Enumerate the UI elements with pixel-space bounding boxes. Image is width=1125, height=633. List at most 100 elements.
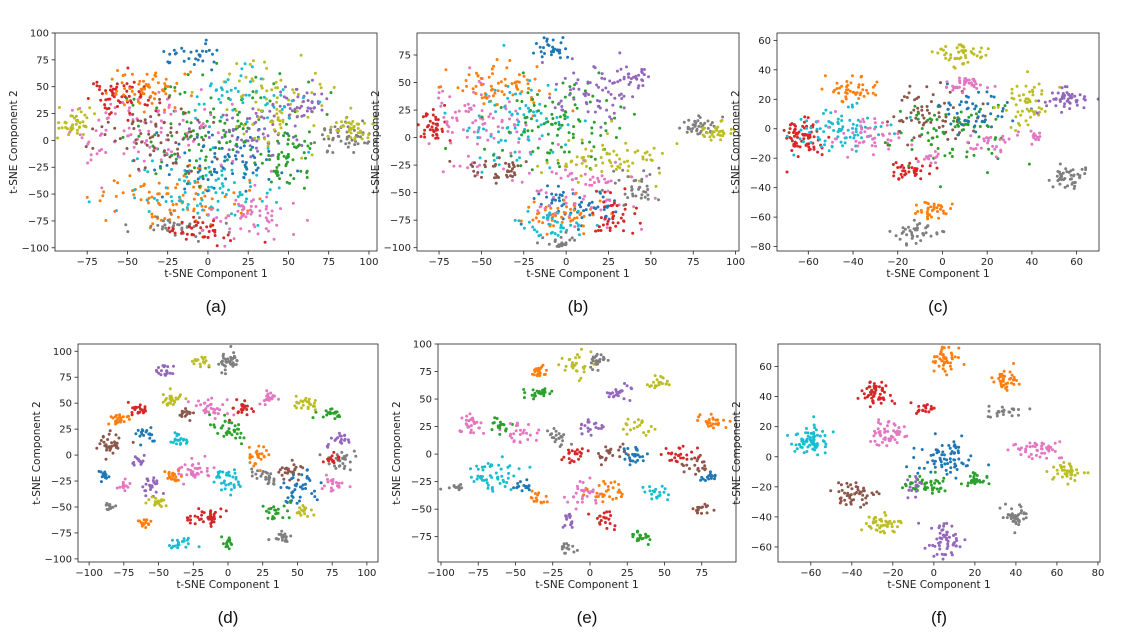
point bbox=[681, 456, 685, 460]
point bbox=[222, 434, 226, 438]
point bbox=[198, 168, 202, 172]
point bbox=[816, 119, 820, 123]
point bbox=[154, 368, 158, 372]
point bbox=[122, 152, 126, 156]
point bbox=[80, 136, 84, 140]
point bbox=[196, 193, 200, 196]
point bbox=[204, 42, 208, 46]
point bbox=[209, 205, 213, 209]
point bbox=[580, 138, 584, 142]
point bbox=[320, 92, 324, 96]
point bbox=[89, 158, 93, 162]
point bbox=[966, 60, 970, 64]
point bbox=[1040, 89, 1044, 93]
point bbox=[272, 479, 276, 483]
point bbox=[531, 225, 535, 229]
point bbox=[802, 140, 805, 144]
point bbox=[536, 146, 540, 150]
point bbox=[201, 191, 205, 195]
point bbox=[929, 205, 933, 209]
point bbox=[541, 221, 545, 225]
point bbox=[508, 422, 512, 425]
point bbox=[218, 141, 221, 145]
point bbox=[558, 51, 562, 55]
point bbox=[622, 94, 626, 98]
point bbox=[233, 428, 237, 432]
x-axis-label: t-SNE Component 1 bbox=[526, 268, 629, 280]
point bbox=[576, 500, 580, 504]
point bbox=[233, 202, 237, 206]
point bbox=[304, 156, 307, 160]
cluster-10 bbox=[992, 70, 1062, 132]
point bbox=[703, 502, 707, 506]
point bbox=[297, 401, 301, 405]
point bbox=[329, 131, 333, 134]
point bbox=[601, 143, 605, 147]
point bbox=[580, 447, 584, 451]
point bbox=[483, 465, 487, 469]
point bbox=[228, 140, 232, 143]
point bbox=[992, 106, 996, 109]
point bbox=[207, 130, 211, 134]
point bbox=[218, 408, 222, 412]
point bbox=[899, 131, 903, 135]
point bbox=[232, 191, 236, 195]
point bbox=[197, 143, 201, 146]
point bbox=[187, 148, 191, 152]
cluster-5 bbox=[645, 374, 671, 390]
point bbox=[790, 149, 794, 152]
point bbox=[132, 127, 136, 130]
point bbox=[183, 111, 187, 115]
x-tick-label: −40 bbox=[842, 257, 863, 268]
point bbox=[564, 211, 568, 215]
point bbox=[515, 158, 519, 162]
point bbox=[447, 125, 451, 129]
point bbox=[577, 355, 581, 359]
point bbox=[149, 120, 153, 124]
point bbox=[154, 496, 158, 500]
y-tick-label: −50 bbox=[28, 190, 49, 201]
point bbox=[848, 89, 852, 93]
point bbox=[81, 120, 85, 124]
cluster-19 bbox=[144, 495, 168, 509]
point bbox=[251, 123, 255, 126]
point bbox=[663, 487, 667, 491]
point bbox=[166, 138, 170, 142]
point bbox=[718, 129, 722, 133]
point bbox=[549, 148, 553, 152]
point bbox=[507, 471, 511, 475]
point bbox=[474, 119, 478, 123]
point bbox=[1058, 98, 1062, 102]
point bbox=[796, 144, 799, 148]
point bbox=[268, 99, 272, 103]
point bbox=[603, 177, 607, 181]
point bbox=[944, 115, 948, 119]
point bbox=[957, 50, 961, 54]
point bbox=[132, 145, 136, 149]
point bbox=[929, 143, 933, 147]
point bbox=[148, 136, 152, 140]
x-tick-label: 0 bbox=[205, 257, 211, 268]
point bbox=[224, 372, 227, 376]
point bbox=[293, 483, 297, 487]
point bbox=[873, 127, 877, 131]
point bbox=[522, 388, 526, 391]
point bbox=[255, 173, 259, 177]
point bbox=[646, 188, 650, 191]
point bbox=[189, 94, 193, 98]
point bbox=[216, 131, 220, 135]
point bbox=[108, 112, 112, 116]
point bbox=[609, 92, 613, 96]
point bbox=[279, 207, 282, 211]
point bbox=[194, 57, 198, 61]
x-tick-label: 25 bbox=[256, 568, 269, 579]
point bbox=[660, 484, 664, 488]
point bbox=[542, 500, 546, 504]
point bbox=[589, 361, 593, 365]
point bbox=[350, 138, 354, 142]
point bbox=[148, 153, 152, 157]
point bbox=[785, 170, 789, 174]
point bbox=[258, 469, 262, 473]
point bbox=[226, 78, 230, 82]
point bbox=[306, 115, 310, 119]
